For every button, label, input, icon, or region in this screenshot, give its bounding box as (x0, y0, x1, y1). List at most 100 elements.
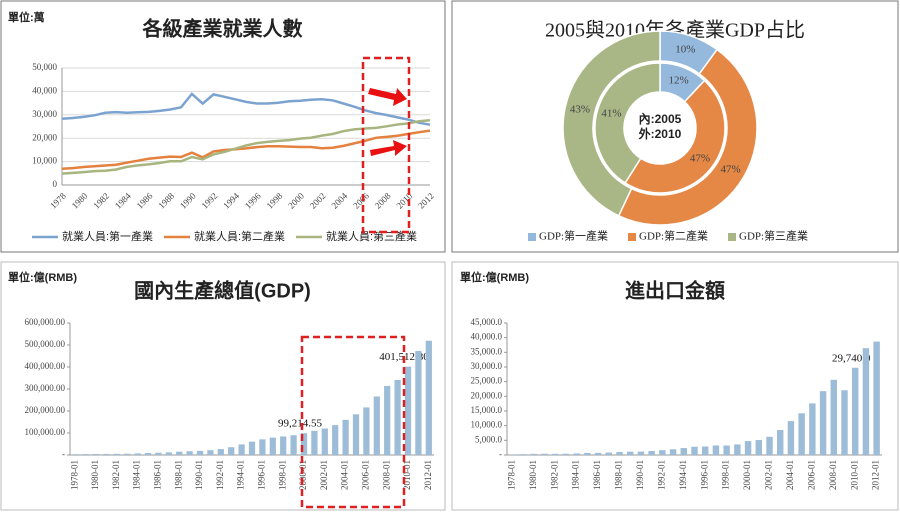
y-tick-label: 20,000 (32, 132, 57, 142)
bar (755, 440, 762, 455)
arrow (370, 140, 407, 156)
panel (0, 0, 446, 253)
x-tick-label: 2012-01 (423, 460, 433, 490)
y-tick-label: 0 (53, 179, 58, 189)
x-tick-label: 1988-01 (614, 460, 624, 490)
y-tick-label: 600,000.00 (25, 317, 66, 327)
bar (134, 453, 141, 455)
bar (519, 454, 527, 455)
line-series (61, 118, 431, 175)
y-tick-label: 25,000.0 (471, 376, 503, 386)
bar (552, 453, 559, 455)
highlight-box (300, 335, 406, 509)
bar (637, 451, 645, 455)
x-tick-label: 1982 (91, 191, 111, 211)
charts: 各級產業就業人數 單位:萬 0 10,000 20,000 30,000 40,000 50,… (8, 10, 882, 490)
bar (300, 433, 308, 455)
bar (280, 436, 287, 455)
bar (144, 453, 152, 455)
bar (196, 450, 204, 455)
donut-slice (594, 62, 661, 184)
bar (787, 421, 795, 455)
x-tick-label: 2000-01 (742, 460, 752, 490)
bar (311, 430, 318, 455)
bar (124, 453, 131, 455)
y-tick-label: 500,000.00 (25, 339, 66, 349)
bar (113, 453, 120, 455)
bar (659, 450, 666, 455)
bar (415, 350, 422, 455)
highlight-box (361, 56, 411, 234)
x-tick-label: 1980-01 (90, 460, 100, 490)
bar (176, 451, 183, 455)
data-label: 47% (720, 163, 740, 175)
bar (744, 441, 752, 455)
y-tick-label: 300,000.00 (25, 383, 66, 393)
data-label: 43% (570, 104, 590, 116)
bar (584, 452, 591, 455)
bar (92, 453, 100, 455)
bar (207, 450, 214, 455)
bar (269, 437, 276, 455)
bar (605, 452, 612, 455)
bar (594, 452, 602, 455)
y-tick-label: 20,000.0 (471, 390, 503, 400)
x-tick-label: 1980 (70, 190, 90, 210)
legend-label: GDP:第三產業 (739, 229, 808, 243)
unit-label: 單位:萬 (8, 10, 45, 24)
bar (425, 340, 432, 455)
y-tick-label: 30,000 (32, 109, 57, 119)
unit-label: 單位:億(RMB) (8, 270, 77, 284)
data-label: 29,740.0 (832, 352, 871, 364)
y-tick-label: 15,000.0 (471, 405, 503, 415)
x-tick-label: 2004-01 (785, 460, 795, 490)
panel (451, 0, 899, 253)
x-tick-label: 2000-01 (298, 460, 308, 490)
bar (394, 380, 401, 455)
bar (72, 454, 79, 455)
legend-label: GDP:第二產業 (639, 229, 708, 243)
x-tick-label: 1988 (156, 190, 176, 210)
bar (541, 453, 548, 455)
y-tick-label: 40,000.0 (471, 332, 503, 342)
center-label: 內:2005 (639, 111, 682, 126)
x-tick-label: 1982-01 (111, 460, 121, 490)
x-tick-label: 1986-01 (592, 460, 602, 490)
unit-label: 單位:億(RMB) (460, 270, 529, 284)
x-tick-label: 1984-01 (571, 460, 581, 490)
x-tick-label: 1994 (221, 190, 241, 210)
x-tick-label: 1978 (48, 190, 68, 210)
x-tick-label: 2008-01 (381, 460, 391, 490)
x-tick-label: 2006 (351, 190, 371, 210)
bar (798, 413, 805, 455)
legend-label: 就業人員:第一產業 (62, 229, 153, 243)
chart-title: 2005與2010年各產業GDP占比 (545, 19, 805, 42)
x-tick-label: 2010-01 (402, 460, 412, 490)
bar (766, 436, 773, 455)
x-tick-label: 1988-01 (173, 460, 183, 490)
y-tick-label: 400,000.00 (25, 361, 66, 371)
data-label: 41% (601, 107, 621, 119)
y-tick-label: - (499, 449, 502, 459)
x-tick-label: 1998-01 (277, 460, 287, 490)
x-tick-label: 2004-01 (340, 460, 350, 490)
x-tick-label: 1998 (265, 190, 285, 210)
chart-title: 各級產業就業人數 (142, 16, 303, 40)
bar (186, 451, 193, 455)
bar (819, 391, 827, 455)
center-label: 外:2010 (639, 126, 682, 141)
line-series (61, 129, 431, 170)
x-tick-label: 1978-01 (69, 460, 79, 490)
y-tick-label: 45,000.0 (471, 317, 503, 327)
bar (352, 414, 360, 455)
bar (228, 447, 235, 455)
bar (627, 451, 634, 455)
legend-swatch (728, 233, 736, 241)
bar (830, 379, 837, 455)
x-tick-label: 1996-01 (256, 460, 266, 490)
bar (165, 452, 172, 455)
bar (852, 367, 859, 455)
bar (82, 454, 89, 455)
y-tick-label: 5,000.0 (475, 434, 503, 444)
